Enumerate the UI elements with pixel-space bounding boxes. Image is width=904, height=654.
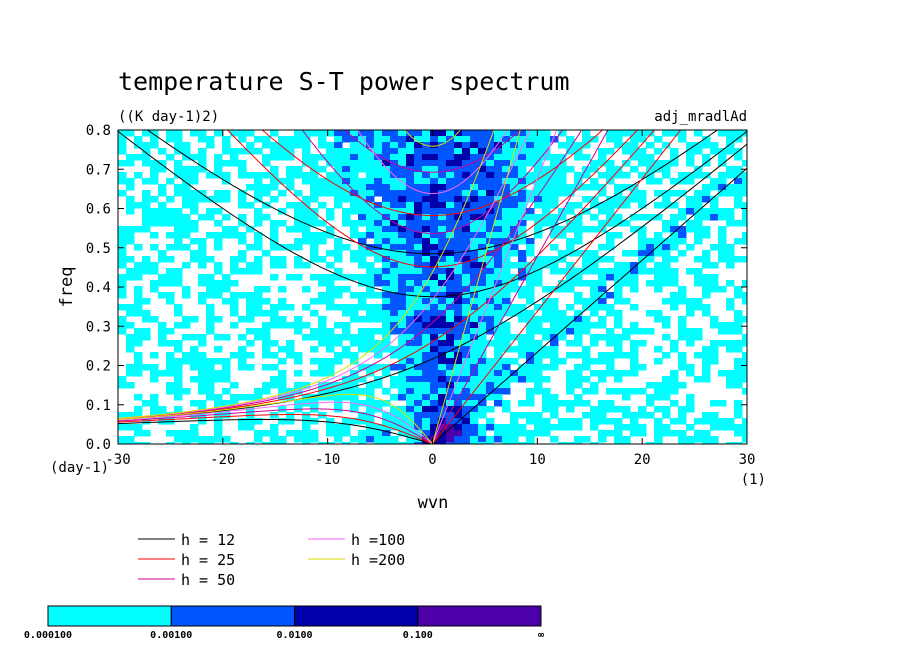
curve-h12-1 [118, 143, 747, 421]
chart-units: ((K day-1)2) [118, 109, 219, 125]
curve-h200-0 [432, 130, 521, 444]
curve-h50-4 [118, 408, 433, 444]
y-tick-label: 0.1 [86, 398, 111, 414]
y-axis: 0.0 0.1 0.2 0.3 0.4 0.5 0.6 0.7 0.8 [86, 123, 747, 453]
curve-h100-1 [118, 130, 531, 420]
legend-label: h = 50 [181, 571, 235, 589]
x-unit-label: (1) [741, 472, 766, 488]
colorbar-label: ∞ [538, 630, 544, 641]
x-tick-label: -20 [210, 452, 235, 468]
chart-title: temperature S-T power spectrum [118, 67, 570, 96]
y-unit-label: (day-1) [50, 460, 109, 476]
colorbar-label: 0.00100 [150, 630, 192, 641]
x-tick-label: 10 [529, 452, 546, 468]
curve-h50-3 [343, 130, 522, 173]
y-tick-label: 0.2 [86, 359, 111, 375]
legend-label: h = 25 [181, 551, 235, 569]
curve-h25-2 [226, 130, 639, 268]
chart-annotation: adj_mradlAd [654, 109, 747, 125]
curve-h50-1 [118, 130, 583, 420]
curve-h100-3 [118, 0, 747, 121]
curve-h12-3 [146, 130, 719, 255]
x-tick-label: -10 [315, 452, 340, 468]
curve-h25-3 [261, 130, 604, 217]
y-tick-label: 0.8 [86, 123, 111, 139]
curve-h50-2 [301, 130, 564, 235]
colorbar-label: 0.000100 [24, 630, 72, 641]
y-tick-label: 0.7 [86, 162, 111, 178]
legend-label: h =100 [351, 531, 405, 549]
curve-h200-3 [118, 0, 747, 60]
colorbar-label: 0.100 [403, 630, 433, 641]
curve-h200-1 [118, 130, 495, 419]
colorbar-swatch [294, 605, 419, 627]
curve-h100-4 [118, 401, 433, 444]
y-tick-label: 0.3 [86, 319, 111, 335]
y-tick-label: 0.6 [86, 202, 111, 218]
x-tick-label: 30 [739, 452, 756, 468]
curve-h12-4 [118, 418, 433, 444]
curve-h12-0 [432, 167, 747, 444]
curve-h25-4 [118, 414, 433, 444]
curve-h25-1 [118, 130, 655, 420]
colorbar-swatch [47, 605, 172, 627]
curve-h200-2 [404, 130, 461, 147]
colorbar-label: 0.0100 [276, 630, 312, 641]
power-heatmap [118, 130, 747, 444]
curve-h50-0 [432, 130, 609, 444]
y-tick-label: 0.4 [86, 280, 111, 296]
colorbar: 0.000100 0.00100 0.0100 0.100 ∞ [24, 605, 544, 641]
dispersion-curves [118, 0, 747, 444]
curve-h200-4 [118, 393, 433, 444]
y-axis-label: freq [57, 267, 77, 308]
colorbar-swatch [170, 605, 295, 627]
x-tick-label: 20 [634, 452, 651, 468]
x-axis-label: wvn [418, 493, 449, 513]
colorbar-swatch [417, 605, 542, 627]
x-tick-label: 0 [428, 452, 436, 468]
legend-label: h = 12 [181, 531, 235, 549]
x-axis: -30 -20 -10 0 10 20 30 [105, 130, 755, 468]
y-tick-label: 0.5 [86, 241, 111, 257]
legend-label: h =200 [351, 551, 405, 569]
curve-h12-2 [118, 130, 747, 298]
y-tick-label: 0.0 [86, 437, 111, 453]
x-tick-label: -30 [105, 452, 130, 468]
curve-h100-0 [432, 130, 558, 444]
legend: h = 12 h = 25 h = 50 h =100 h =200 [138, 531, 405, 589]
curve-h25-0 [432, 130, 682, 444]
curve-h100-2 [357, 130, 508, 195]
